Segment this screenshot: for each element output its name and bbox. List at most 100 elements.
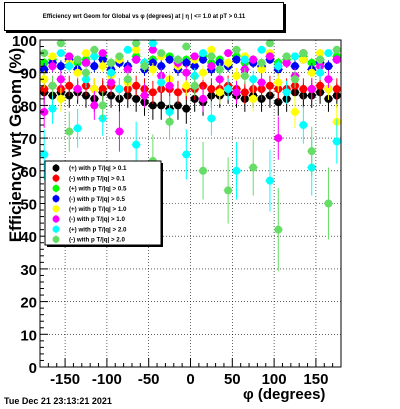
legend-marker-0 xyxy=(52,164,60,172)
data-point xyxy=(316,49,325,58)
data-point xyxy=(324,62,333,71)
data-point xyxy=(56,62,65,71)
legend-box xyxy=(44,160,162,246)
data-point xyxy=(207,52,216,61)
data-point xyxy=(249,75,258,84)
data-point xyxy=(274,62,283,71)
y-tick-label-6: 60 xyxy=(20,164,37,181)
series-5 xyxy=(39,45,342,160)
data-point xyxy=(274,78,283,87)
data-point xyxy=(115,52,124,61)
data-point xyxy=(107,58,116,67)
data-point xyxy=(207,85,216,94)
data-point xyxy=(140,62,149,71)
data-point xyxy=(73,85,82,94)
data-point xyxy=(140,91,149,100)
legend-label-5: (-) with p T/|q| > 1.0 xyxy=(69,216,125,223)
data-point xyxy=(291,52,300,61)
points-layer xyxy=(39,39,342,272)
data-point xyxy=(56,75,65,84)
data-point xyxy=(148,88,157,97)
y-tick-label-5: 50 xyxy=(20,197,37,214)
data-point xyxy=(199,94,208,103)
data-point xyxy=(115,85,124,94)
legend-label-6: (+) with p T/|q| > 2.0 xyxy=(69,226,127,233)
data-point xyxy=(65,62,74,71)
y-tick-label-10: 100 xyxy=(12,33,37,50)
data-point xyxy=(265,39,274,48)
data-point xyxy=(190,81,199,90)
x-tick-label-1: -100 xyxy=(92,371,122,388)
data-point xyxy=(224,58,233,67)
axis-ticks: 0 10 20 30 40 50 60 70 80 90 100 -150 -100 -50 0 50 100 1… xyxy=(12,33,334,388)
data-point xyxy=(73,68,82,77)
data-point xyxy=(148,101,157,110)
x-tick-label-0: -150 xyxy=(50,371,80,388)
data-point xyxy=(40,49,49,58)
data-point xyxy=(123,45,132,54)
data-point xyxy=(249,94,258,103)
data-point xyxy=(123,75,132,84)
data-point xyxy=(81,58,90,67)
y-axis-label: Efficiency wrt Geom (%) xyxy=(6,47,25,243)
data-point xyxy=(90,101,99,110)
x-tick-label-5: 100 xyxy=(262,371,287,388)
data-point xyxy=(98,85,107,94)
data-point xyxy=(199,49,208,58)
data-point xyxy=(132,45,141,54)
data-point xyxy=(299,121,308,130)
data-point xyxy=(81,68,90,77)
data-point xyxy=(332,137,341,146)
data-point xyxy=(56,94,65,103)
y-tick-label-9: 90 xyxy=(20,66,37,83)
data-point xyxy=(173,101,182,110)
data-point xyxy=(157,78,166,87)
chart-title: Efficiency wrt Geom for Global vs φ (deg… xyxy=(42,13,246,20)
data-point xyxy=(182,68,191,77)
data-point xyxy=(40,107,49,116)
data-point xyxy=(249,163,258,172)
y-tick-label-1: 10 xyxy=(20,327,37,344)
data-point xyxy=(240,55,249,64)
data-point xyxy=(73,124,82,133)
data-point xyxy=(132,94,141,103)
data-point xyxy=(90,85,99,94)
data-point xyxy=(190,62,199,71)
data-point xyxy=(173,88,182,97)
data-point xyxy=(240,88,249,97)
data-point xyxy=(40,85,49,94)
data-point xyxy=(232,71,241,80)
data-point xyxy=(90,45,99,54)
data-point xyxy=(324,75,333,84)
data-point xyxy=(199,55,208,64)
data-point xyxy=(40,65,49,74)
data-point xyxy=(132,81,141,90)
data-point xyxy=(324,85,333,94)
x-tick-label-3: 0 xyxy=(186,371,194,388)
data-point xyxy=(215,88,224,97)
data-point xyxy=(73,55,82,64)
legend-marker-3 xyxy=(52,195,60,203)
data-point xyxy=(40,58,49,67)
data-point xyxy=(257,78,266,87)
data-point xyxy=(265,81,274,90)
data-point xyxy=(157,49,166,58)
y-tick-label-0: 0 xyxy=(29,360,37,377)
title-box: Efficiency wrt Geom for Global vs φ (deg… xyxy=(4,2,284,31)
data-point xyxy=(291,75,300,84)
data-point xyxy=(173,55,182,64)
series-7 xyxy=(39,39,342,272)
legend-marker-5 xyxy=(52,215,60,223)
data-point xyxy=(274,134,283,143)
data-point xyxy=(48,52,57,61)
data-point xyxy=(207,45,216,54)
legend-label-2: (+) with p T/|q| > 0.5 xyxy=(69,186,127,193)
data-point xyxy=(40,75,49,84)
data-point xyxy=(65,81,74,90)
data-point xyxy=(265,52,274,61)
data-point xyxy=(165,55,174,64)
data-point xyxy=(232,88,241,97)
data-point xyxy=(257,58,266,67)
x-tick-label-2: -50 xyxy=(138,371,160,388)
x-tick-label-6: 150 xyxy=(303,371,328,388)
